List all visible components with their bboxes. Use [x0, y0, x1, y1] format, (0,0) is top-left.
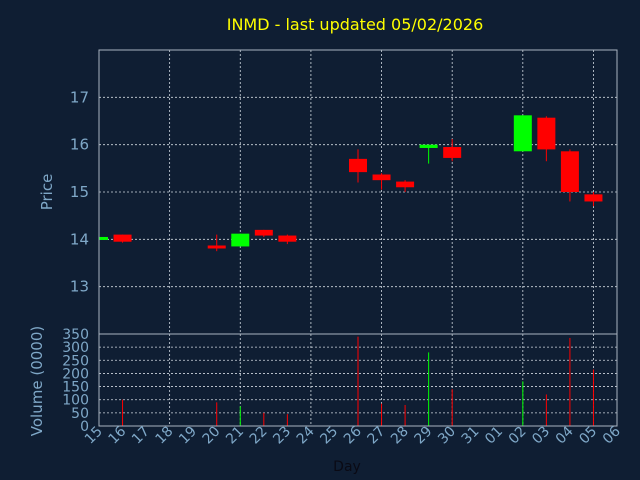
- volume-tick-label: 150: [62, 380, 89, 396]
- volume-tick-label: 300: [62, 340, 89, 356]
- candle-body: [584, 194, 603, 202]
- candle-body: [349, 158, 367, 173]
- volume-tick-label: 250: [62, 353, 89, 369]
- volume-panel-frame: [98, 333, 618, 427]
- candle-body: [113, 234, 132, 242]
- candle-body: [278, 235, 297, 242]
- candle-body: [560, 151, 579, 192]
- price-tick-label: 17: [70, 88, 89, 106]
- candle-body: [207, 245, 226, 249]
- volume-tick-label: 200: [62, 366, 89, 382]
- price-tick-label: 13: [70, 278, 89, 296]
- price-tick-label: 14: [70, 230, 89, 248]
- candle-body: [396, 181, 415, 188]
- volume-tick-label: 50: [71, 406, 89, 422]
- candle-body: [99, 236, 108, 240]
- candle-body: [419, 144, 438, 148]
- volume-tick-label: 0: [80, 419, 89, 435]
- x-axis-label: Day: [333, 459, 361, 475]
- price-tick-label: 16: [70, 136, 89, 154]
- volume-bars: [122, 336, 594, 426]
- chart-title: INMD - last updated 05/02/2026: [227, 15, 484, 34]
- candle-body: [443, 147, 462, 158]
- volume-axis-label: Volume (0000): [28, 326, 46, 436]
- volume-tick-label: 100: [62, 393, 89, 409]
- volume-tick-label: 350: [62, 327, 89, 343]
- price-tick-label: 15: [70, 183, 89, 201]
- candle-body: [537, 117, 556, 150]
- candle-body: [254, 229, 273, 236]
- day-axis-ticks: 15 16 17 18 19 20 21 22 23 24 25 26 27 28 29 30 31 01 02 03…: [82, 423, 624, 447]
- candle-body: [513, 115, 532, 152]
- price-axis-label: Price: [38, 174, 56, 211]
- candle-body: [372, 174, 391, 181]
- price-candles: [98, 115, 603, 252]
- candle-body: [231, 233, 250, 247]
- price-axis-ticks: 13 14 15 16 17: [70, 88, 89, 295]
